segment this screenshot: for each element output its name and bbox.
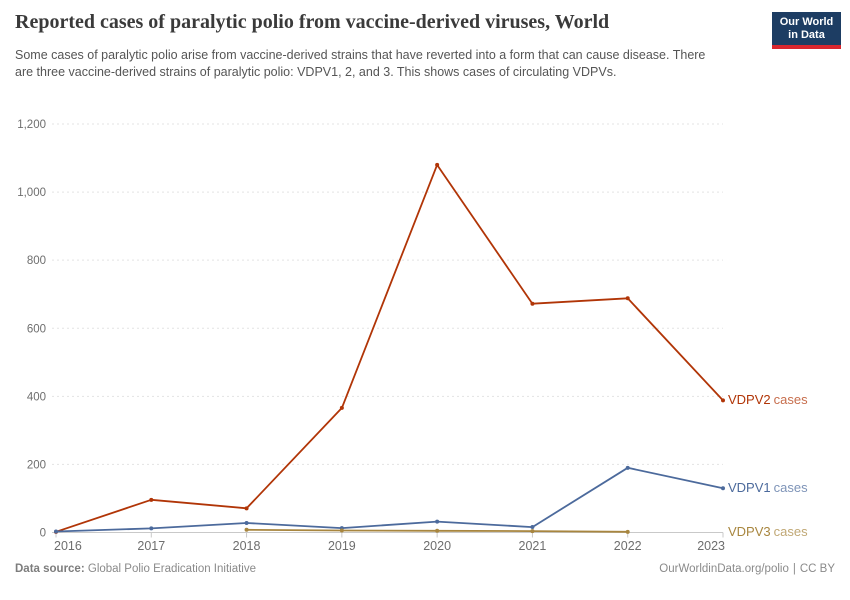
owid-url-link[interactable]: OurWorldinData.org/polio	[659, 563, 789, 575]
footer-separator: |	[792, 563, 796, 575]
legend-vdpv3-cases[interactable]: VDPV3 cases	[728, 524, 808, 540]
license-note: OurWorldinData.org/polio | CC BY	[659, 563, 835, 575]
svg-text:2020: 2020	[423, 539, 451, 553]
svg-text:800: 800	[27, 255, 46, 267]
data-source-label: Data source:	[15, 563, 85, 575]
svg-text:2016: 2016	[54, 539, 82, 553]
svg-text:600: 600	[27, 323, 46, 335]
svg-text:2018: 2018	[233, 539, 261, 553]
legend-vdpv2-cases[interactable]: VDPV2 cases	[728, 392, 808, 408]
svg-text:2022: 2022	[614, 539, 642, 553]
legend-vdpv3-name: VDPV3	[728, 523, 771, 539]
data-source-note: Data source: Global Polio Eradication In…	[15, 563, 256, 575]
legend-vdpv3-suffix: cases	[773, 523, 808, 539]
chart-canvas[interactable]: 0 200 400 600 800 1,000 1,200 2016 2017 2018 2019 2…	[0, 112, 850, 560]
svg-text:1,200: 1,200	[17, 119, 46, 131]
svg-text:2021: 2021	[519, 539, 547, 553]
legend-vdpv2-suffix: cases	[773, 392, 808, 408]
legend-vdpv1-cases[interactable]: VDPV1 cases	[728, 480, 808, 496]
data-source-value: Global Polio Eradication Initiative	[87, 563, 256, 575]
legend-vdpv2-name: VDPV2	[728, 392, 771, 408]
svg-text:1,000: 1,000	[17, 187, 46, 199]
svg-text:2019: 2019	[328, 539, 356, 553]
license-label: CC BY	[799, 563, 835, 575]
svg-text:0: 0	[40, 528, 46, 540]
line-chart: 0 200 400 600 800 1,000 1,200 2016 2017 2018 2019 2…	[0, 112, 850, 560]
page-title: Reported cases of paralytic polio from v…	[15, 11, 610, 33]
owid-logo-line1: Our World	[779, 16, 834, 28]
svg-text:200: 200	[27, 459, 46, 471]
chart-subtitle: Some cases of paralytic polio arise from…	[15, 48, 706, 79]
svg-text:400: 400	[27, 391, 46, 403]
legend-vdpv1-suffix: cases	[773, 480, 808, 496]
owid-logo[interactable]: Our World in Data	[772, 12, 841, 49]
owid-logo-line2: in Data	[788, 29, 825, 41]
chart-footer: Data source: Global Polio Eradication In…	[0, 563, 850, 575]
legend-vdpv1-name: VDPV1	[728, 480, 771, 496]
svg-text:2017: 2017	[137, 539, 165, 553]
svg-text:2023: 2023	[697, 539, 725, 553]
